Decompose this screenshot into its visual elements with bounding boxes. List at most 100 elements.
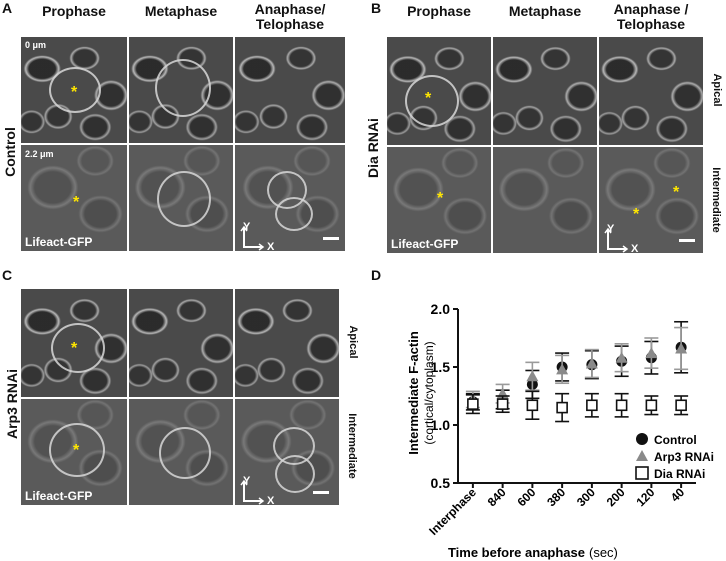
axis-y-label: Y [243,475,251,487]
image-a-anaphase-intermediate: Y X [234,144,346,252]
x-axis-unit: (sec) [589,545,618,560]
xy-axis-icon [604,227,629,253]
data-point-dia [615,399,628,412]
xy-axis-icon [240,225,265,251]
panel-letter-b: B [371,0,382,16]
col-head-prophase-b: Prophase [407,3,471,19]
data-point-dia [645,399,658,412]
legend-label: Arp3 RNAi [654,450,714,464]
image-b-metaphase-intermediate [492,146,598,254]
image-a-anaphase-apical [234,36,346,144]
x-tick-label: 380 [544,485,568,509]
marker-label: Lifeact-GFP [391,237,459,251]
cell-outline [49,67,101,113]
legend-marker-dia [635,466,649,480]
y-tick-label: 2.0 [431,301,451,317]
marker-label: Lifeact-GFP [25,235,93,249]
cell-outline [157,171,211,227]
dividing-cell-star: * [73,194,80,211]
image-c-metaphase-intermediate [128,398,234,506]
row-label-arp3-rnai: Arp3 RNAi [4,369,20,440]
row-label-dia-rnai: Dia RNAi [365,118,381,178]
data-point-arp3 [526,370,539,382]
axis-y-label: Y [243,221,251,233]
data-point-dia [467,398,479,410]
image-b-anaphase-intermediate: * * Y X [598,146,704,254]
image-c-metaphase-apical [128,288,234,398]
image-c-prophase-intermediate: * Lifeact-GFP [20,398,128,506]
data-point-dia [526,399,539,412]
data-point-arp3 [675,342,688,354]
panel-letter-a: A [2,0,13,16]
image-c-anaphase-intermediate: Y X [234,398,340,506]
f-actin-chart: Intermediate F-actin (cortical/cytoplasm… [406,301,714,560]
axis-x-label: X [631,243,639,254]
col-head-anaphase-b: Anaphase / Telophase [613,1,689,32]
dividing-cell-star: * [673,184,680,201]
data-point-dia [556,401,568,414]
axis-x-label: X [267,495,275,506]
xy-axis-icon [240,479,265,505]
col-head-prophase-a: Prophase [42,3,106,19]
side-label-apical-b: Apical [711,73,723,107]
data-point-dia [496,398,509,410]
depth-label-top: 0 μm [25,40,47,50]
image-c-anaphase-apical [234,288,340,398]
side-label-intermediate-c: Intermediate [346,413,358,479]
depth-label-bottom: 2.2 μm [25,149,54,159]
image-a-prophase-apical: 0 μm * [20,36,128,144]
image-a-metaphase-apical [128,36,234,144]
cell-outline [155,59,211,117]
scale-bar [313,491,329,494]
data-point-arp3 [585,357,598,369]
dividing-cell-star: * [633,206,640,223]
dividing-cell-star: * [425,90,432,107]
legend-marker-arp3 [636,450,648,461]
legend-label: Control [654,433,697,447]
y-axis-title: Intermediate F-actin (cortical/cytoplasm… [406,331,436,455]
col-head-metaphase-b: Metaphase [508,3,582,19]
image-b-prophase-apical: * [386,36,492,146]
x-tick-label: 600 [514,485,538,509]
image-a-prophase-intermediate: 2.2 μm * Lifeact-GFP [20,144,128,252]
image-b-prophase-intermediate: * Lifeact-GFP [386,146,492,254]
cell-outline [51,323,105,373]
col-head-metaphase-a: Metaphase [144,3,218,19]
panel-letter-d: D [371,267,382,283]
cell-outline [159,427,211,479]
marker-label: Lifeact-GFP [25,489,93,503]
data-point-dia [586,399,598,412]
x-tick-label: 200 [604,485,628,509]
scale-bar [323,237,339,240]
dividing-cell-star: * [437,190,444,207]
image-b-anaphase-apical [598,36,704,146]
cell-outline [275,455,315,493]
x-tick-label: 840 [485,485,509,509]
y-axis-label: Intermediate F-actin [406,331,421,455]
cell-outline [405,75,459,127]
dividing-cell-star: * [71,340,78,357]
side-label-apical-c: Apical [347,325,359,359]
x-tick-label: 300 [574,485,598,509]
legend-label: Dia RNAi [654,467,705,481]
x-axis-label: Time before anaphase [448,545,585,560]
panel-letter-c: C [2,267,13,283]
scale-bar [679,239,695,242]
cell-outline [49,423,105,477]
dividing-cell-star: * [73,442,80,459]
side-label-intermediate-b: Intermediate [710,167,722,233]
cell-outline [275,197,313,231]
legend-marker-control [636,433,648,445]
x-tick-label: 40 [668,485,688,505]
y-axis-sublabel: (cortical/cytoplasm) [422,341,436,444]
y-tick-label: 1.5 [431,359,451,375]
dividing-cell-star: * [71,84,78,101]
axis-x-label: X [267,241,275,252]
data-point-dia [675,399,687,412]
data-point-arp3 [645,347,658,359]
row-label-control: Control [2,127,18,177]
y-tick-label: 0.5 [431,475,451,491]
x-tick-label: 120 [633,485,657,509]
col-head-anaphase-a: Anaphase/ Telophase [254,1,326,32]
axis-y-label: Y [607,223,615,235]
